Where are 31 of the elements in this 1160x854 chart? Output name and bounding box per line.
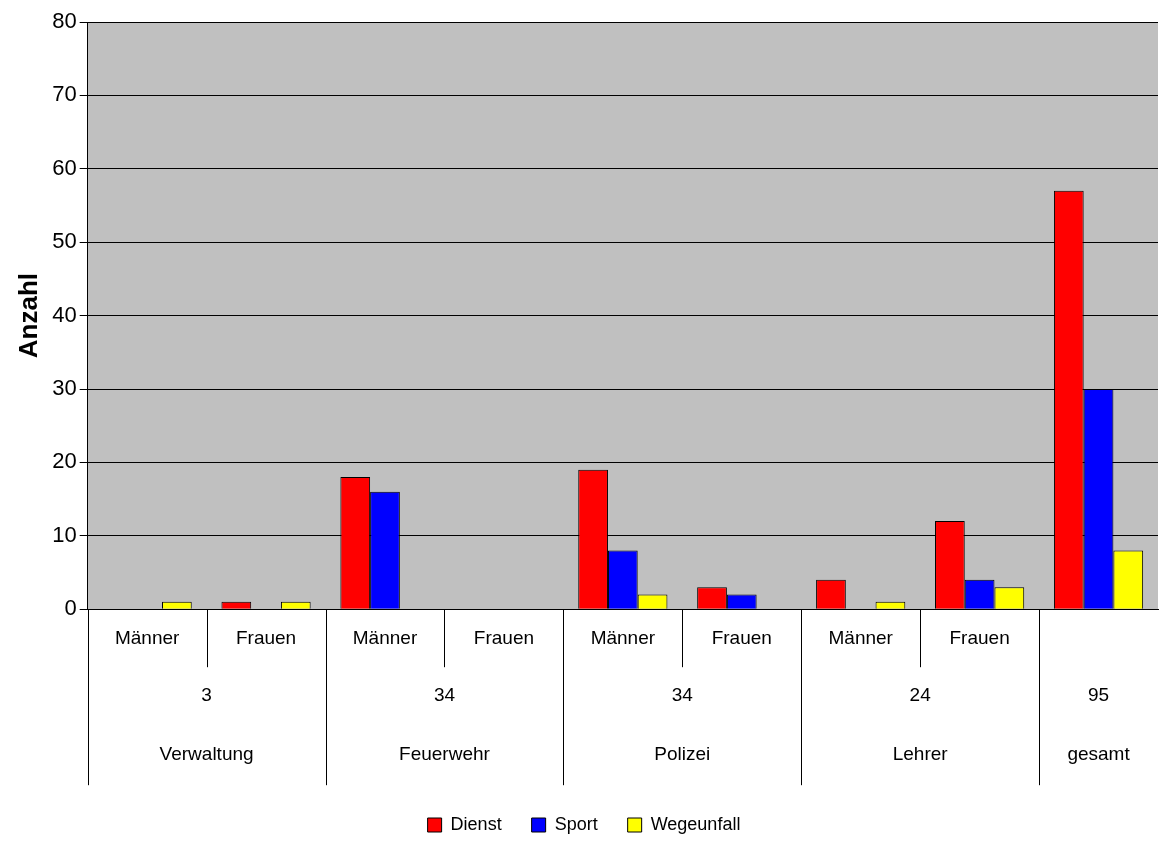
x-tick-label: Männer <box>828 626 894 648</box>
text: Lehrer <box>892 743 949 765</box>
x-tick-label: Männer <box>590 626 656 648</box>
y-tick-label: 40 <box>52 301 77 327</box>
y-tick-label: 10 <box>52 521 77 547</box>
x-tick-label: Männer <box>352 626 418 648</box>
text: 34 <box>671 684 694 706</box>
y-tick-label: 0 <box>64 595 77 621</box>
y-tick-label: 50 <box>52 228 77 254</box>
y-tick-label: 30 <box>52 375 77 401</box>
text: gesamt <box>1067 743 1131 765</box>
text: 3 <box>201 684 212 706</box>
y-tick-label: 20 <box>52 448 77 474</box>
y-axis-title: Anzahl <box>12 272 43 359</box>
x-tick-label: Frauen <box>235 626 297 648</box>
text: 34 <box>433 684 456 706</box>
y-tick-label: 80 <box>52 8 77 34</box>
x-tick-label: Männer <box>114 626 181 648</box>
legend-label: Dienst <box>450 813 502 834</box>
text: 95 <box>1087 684 1110 706</box>
x-tick-label: Frauen <box>473 626 535 648</box>
x-tick-label: Frauen <box>711 626 772 648</box>
y-tick-label: 60 <box>52 154 77 180</box>
legend-label: Sport <box>554 813 598 834</box>
text: 24 <box>909 684 932 706</box>
y-tick-label: 70 <box>52 81 77 107</box>
text: Verwaltung <box>159 743 254 765</box>
legend-label: Wegeunfall <box>650 813 741 834</box>
x-tick-label: Frauen <box>949 626 1010 648</box>
text: Feuerwehr <box>399 743 491 765</box>
text: Polizei <box>654 743 711 765</box>
